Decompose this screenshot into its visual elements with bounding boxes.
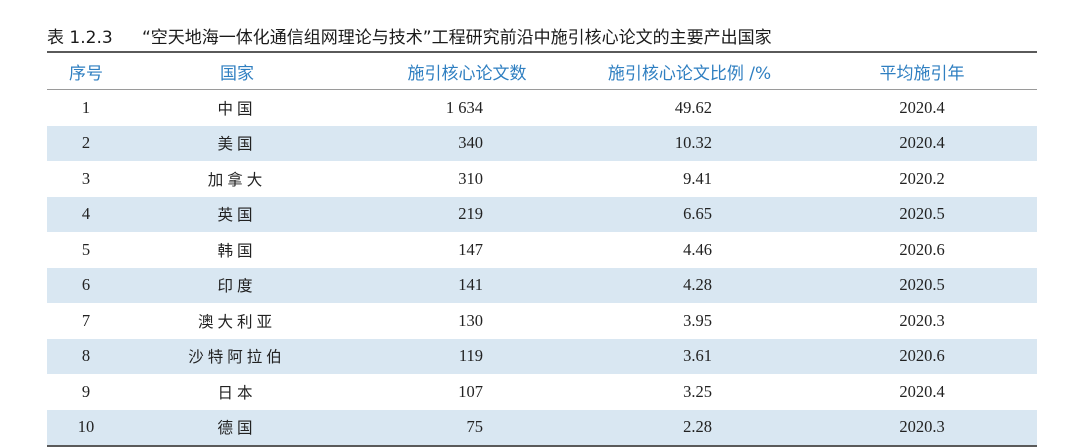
cell-average-year: 2020.6 (899, 346, 945, 366)
table-row: 6 印度 141 4.28 2020.5 (47, 267, 1037, 303)
cell-paper-ratio: 2.28 (683, 417, 712, 437)
cell-paper-ratio: 3.25 (683, 381, 712, 401)
cell-paper-count: 340 (458, 133, 483, 153)
cell-average-year: 2020.6 (899, 239, 945, 259)
cell-paper-count: 119 (458, 346, 483, 366)
cell-index: 4 (81, 204, 91, 224)
cell-average-year: 2020.5 (899, 275, 945, 295)
cell-paper-ratio: 10.32 (674, 133, 712, 153)
header-country: 国家 (220, 63, 254, 84)
cell-country: 印度 (217, 277, 257, 296)
table-row: 3 加拿大 310 9.41 2020.2 (47, 161, 1037, 197)
cell-index: 8 (81, 346, 91, 366)
cell-average-year: 2020.4 (899, 381, 945, 401)
cell-average-year: 2020.3 (899, 417, 945, 437)
cell-paper-ratio: 6.65 (683, 204, 712, 224)
cell-index: 1 (81, 97, 91, 117)
cell-paper-ratio: 4.46 (683, 239, 712, 259)
cell-country: 德国 (217, 419, 257, 438)
table-row: 8 沙特阿拉伯 119 3.61 2020.6 (47, 338, 1037, 374)
cell-country: 澳大利亚 (197, 312, 276, 331)
header-average-year: 平均施引年 (879, 63, 965, 84)
header-index: 序号 (69, 63, 103, 84)
cell-country: 沙特阿拉伯 (188, 348, 286, 367)
cell-index: 10 (77, 417, 95, 437)
table-row: 1 中国 1 634 49.62 2020.4 (47, 90, 1037, 126)
cell-index: 6 (81, 275, 91, 295)
table-body: 1 中国 1 634 49.62 2020.4 2 美国 340 10.32 2020.4 3 加拿大… (47, 90, 1037, 445)
cell-paper-count: 219 (458, 204, 483, 224)
table-row: 9 日本 107 3.25 2020.4 (47, 374, 1037, 410)
table-row: 7 澳大利亚 130 3.95 2020.3 (47, 303, 1037, 339)
cell-country: 日本 (217, 383, 257, 402)
cell-paper-count: 141 (458, 275, 483, 295)
cell-average-year: 2020.4 (899, 97, 945, 117)
header-paper-ratio: 施引核心论文比例 /% (607, 63, 772, 84)
table-title: “空天地海一体化通信组网理论与技术”工程研究前沿中施引核心论文的主要产出国家 (142, 28, 772, 48)
cell-index: 7 (81, 310, 91, 330)
table-number: 表 1.2.3 (47, 28, 113, 48)
cell-paper-ratio: 9.41 (683, 168, 712, 188)
cell-paper-count: 107 (458, 381, 483, 401)
table-row: 5 韩国 147 4.46 2020.6 (47, 232, 1037, 268)
cell-country: 美国 (217, 135, 257, 154)
cell-country: 加拿大 (207, 170, 267, 189)
cell-paper-ratio: 4.28 (683, 275, 712, 295)
cell-paper-ratio: 49.62 (674, 97, 712, 117)
cell-index: 2 (81, 133, 91, 153)
cell-country: 英国 (217, 206, 257, 225)
cell-paper-count: 75 (466, 417, 484, 437)
table-caption: 表 1.2.3 “空天地海一体化通信组网理论与技术”工程研究前沿中施引核心论文的主… (47, 23, 772, 53)
cell-paper-count: 130 (458, 310, 483, 330)
header-paper-count: 施引核心论文数 (407, 63, 527, 84)
cell-index: 3 (81, 168, 91, 188)
cell-country: 中国 (217, 99, 257, 118)
cell-country: 韩国 (217, 241, 257, 260)
cell-paper-count: 310 (458, 168, 483, 188)
cell-paper-count: 147 (458, 239, 483, 259)
cell-paper-ratio: 3.61 (683, 346, 712, 366)
cell-average-year: 2020.5 (899, 204, 945, 224)
table-row: 4 英国 219 6.65 2020.5 (47, 196, 1037, 232)
cell-average-year: 2020.3 (899, 310, 945, 330)
cell-index: 9 (81, 381, 91, 401)
cell-index: 5 (81, 239, 91, 259)
cell-paper-count: 1 634 (445, 97, 483, 117)
table-row: 2 美国 340 10.32 2020.4 (47, 125, 1037, 161)
cell-paper-ratio: 3.95 (683, 310, 712, 330)
countries-table: 序号 国家 施引核心论文数 施引核心论文比例 /% 平均施引年 1 中国 1 634… (47, 51, 1037, 447)
cell-average-year: 2020.2 (899, 168, 945, 188)
cell-average-year: 2020.4 (899, 133, 945, 153)
table-header-row: 序号 国家 施引核心论文数 施引核心论文比例 /% 平均施引年 (47, 53, 1037, 90)
table-row: 10 德国 75 2.28 2020.3 (47, 409, 1037, 445)
